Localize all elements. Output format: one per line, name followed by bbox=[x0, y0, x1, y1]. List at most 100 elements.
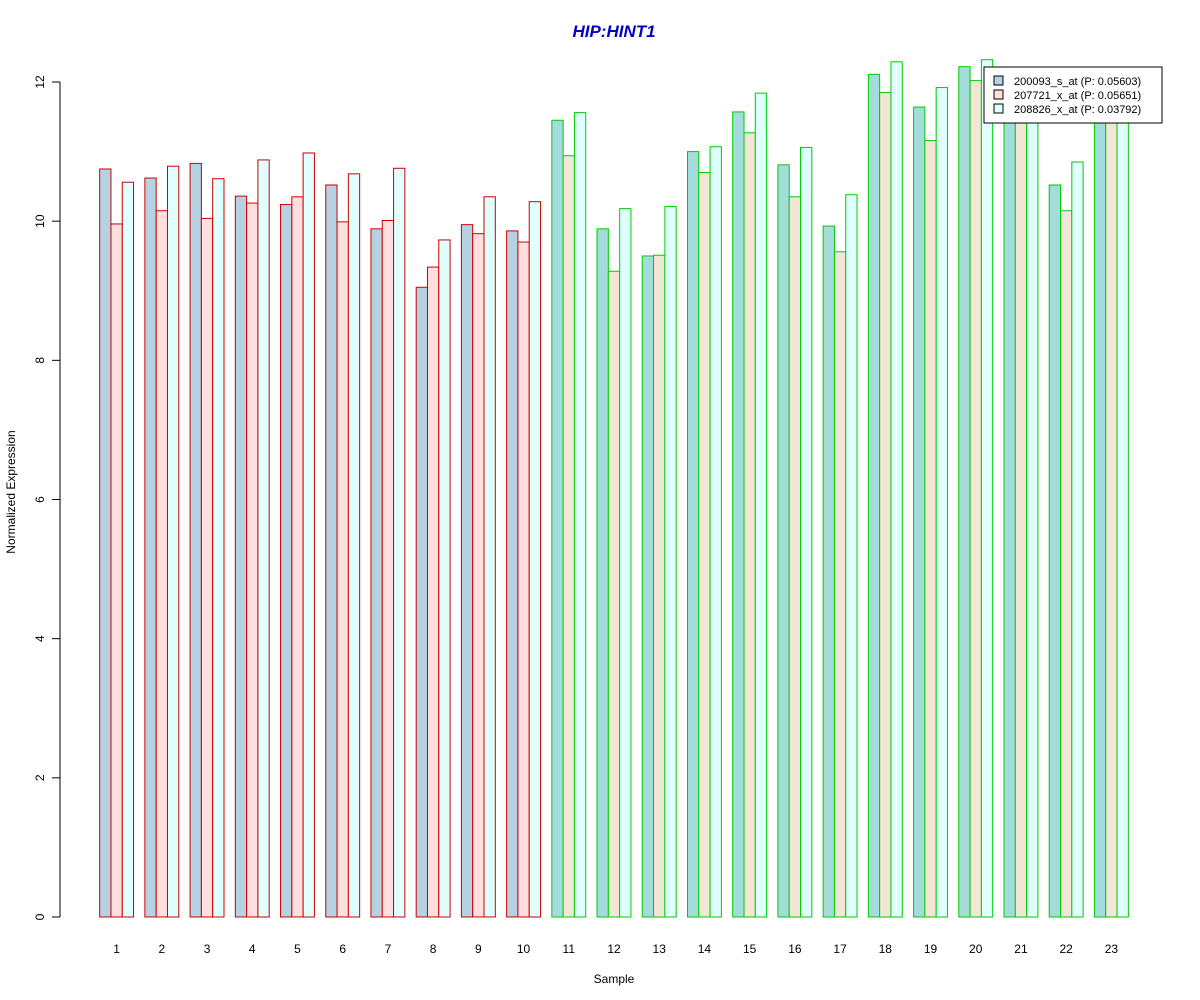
bar-sample-19-series-1 bbox=[913, 106, 926, 918]
bar-sample-16-series-3 bbox=[800, 146, 813, 918]
bar-sample-10-series-2 bbox=[517, 241, 530, 918]
bar-sample-11-series-1 bbox=[551, 119, 564, 918]
x-tick-labels: 1 2 3 4 5 6 7 8 9 10 11 12 13 14 15 16 17 18 19 20 21 22 23 bbox=[113, 942, 1118, 956]
bar-sample-11-series-2 bbox=[562, 155, 575, 918]
bar-sample-12-series-2 bbox=[607, 270, 621, 918]
bar-sample-22-series-1 bbox=[1048, 184, 1062, 918]
bar-sample-14-series-3 bbox=[709, 146, 722, 918]
bar-sample-7-series-2 bbox=[381, 219, 395, 918]
bar-sample-5-series-3 bbox=[302, 152, 315, 918]
y-tick-label: 0 bbox=[33, 913, 47, 920]
bar-sample-1-series-2 bbox=[110, 223, 123, 918]
x-tick-label: 2 bbox=[158, 942, 165, 956]
bar-sample-17-series-3 bbox=[845, 194, 858, 918]
bars bbox=[99, 59, 1129, 918]
bar-sample-2-series-1 bbox=[144, 177, 157, 918]
x-tick-label: 15 bbox=[743, 942, 757, 956]
bar-sample-6-series-2 bbox=[336, 221, 349, 918]
bar-sample-7-series-1 bbox=[370, 228, 383, 918]
bar-sample-23-series-1 bbox=[1093, 111, 1107, 918]
bar-sample-18-series-2 bbox=[879, 91, 892, 918]
y-axis-label: Normalized Expression bbox=[4, 430, 18, 553]
bar-sample-5-series-1 bbox=[280, 203, 293, 918]
bar-sample-1-series-3 bbox=[121, 181, 135, 918]
x-tick-label: 19 bbox=[924, 942, 938, 956]
bar-sample-20-series-3 bbox=[980, 59, 994, 918]
bar-sample-13-series-2 bbox=[653, 254, 666, 918]
x-tick-label: 7 bbox=[385, 942, 392, 956]
x-tick-label: 9 bbox=[475, 942, 482, 956]
bar-sample-15-series-3 bbox=[754, 92, 768, 918]
bar-sample-17-series-2 bbox=[833, 251, 847, 918]
y-axis: 0 2 4 6 8 10 12 bbox=[33, 75, 61, 920]
bar-sample-20-series-1 bbox=[958, 66, 971, 918]
bar-sample-13-series-1 bbox=[641, 255, 655, 918]
x-tick-label: 20 bbox=[969, 942, 983, 956]
bar-sample-12-series-3 bbox=[619, 208, 632, 918]
legend: 200093_s_at (P: 0.05603) 207721_x_at (P: … bbox=[983, 66, 1163, 124]
x-tick-label: 14 bbox=[698, 942, 712, 956]
bar-sample-17-series-1 bbox=[822, 225, 835, 918]
bar-sample-5-series-2 bbox=[291, 196, 304, 918]
legend-swatch bbox=[993, 89, 1004, 100]
bar-sample-14-series-1 bbox=[686, 151, 700, 918]
bar-sample-21-series-3 bbox=[1026, 93, 1039, 918]
bar-sample-21-series-2 bbox=[1014, 103, 1028, 918]
bar-sample-7-series-3 bbox=[393, 167, 406, 918]
bar-sample-4-series-1 bbox=[234, 195, 248, 918]
legend-entry: 207721_x_at (P: 0.05651) bbox=[1014, 90, 1141, 102]
bar-sample-23-series-3 bbox=[1116, 86, 1129, 918]
bar-sample-22-series-3 bbox=[1071, 161, 1084, 918]
bar-sample-4-series-3 bbox=[257, 159, 270, 918]
legend-swatch bbox=[993, 103, 1004, 114]
bar-sample-2-series-3 bbox=[166, 165, 180, 918]
bar-sample-23-series-2 bbox=[1105, 102, 1118, 918]
bar-sample-20-series-2 bbox=[969, 80, 982, 918]
bar-sample-10-series-3 bbox=[528, 201, 542, 918]
bar-sample-8-series-1 bbox=[415, 286, 428, 918]
y-tick-label: 6 bbox=[33, 496, 47, 503]
bar-sample-9-series-2 bbox=[472, 233, 485, 918]
bar-sample-16-series-1 bbox=[777, 164, 790, 918]
bar-sample-14-series-2 bbox=[698, 171, 711, 918]
chart-title: HIP:HINT1 bbox=[572, 22, 655, 41]
legend-swatch bbox=[993, 75, 1004, 86]
bar-sample-8-series-3 bbox=[438, 239, 451, 918]
x-tick-label: 5 bbox=[294, 942, 301, 956]
x-tick-label: 4 bbox=[249, 942, 256, 956]
x-tick-label: 22 bbox=[1059, 942, 1073, 956]
bar-sample-3-series-3 bbox=[212, 178, 225, 918]
x-axis-label: Sample bbox=[594, 972, 635, 986]
x-tick-label: 11 bbox=[563, 942, 576, 956]
bar-sample-15-series-1 bbox=[732, 111, 745, 918]
x-tick-label: 12 bbox=[607, 942, 621, 956]
x-tick-label: 18 bbox=[879, 942, 893, 956]
bar-sample-2-series-2 bbox=[155, 210, 168, 918]
x-tick-label: 21 bbox=[1014, 942, 1028, 956]
bar-sample-16-series-2 bbox=[788, 196, 802, 918]
bar-sample-3-series-2 bbox=[200, 217, 214, 918]
bar-sample-22-series-2 bbox=[1060, 210, 1073, 918]
bar-sample-9-series-3 bbox=[483, 196, 496, 918]
bar-sample-21-series-1 bbox=[1003, 101, 1016, 918]
x-tick-label: 13 bbox=[653, 942, 667, 956]
x-tick-label: 8 bbox=[430, 942, 437, 956]
legend-entry: 200093_s_at (P: 0.05603) bbox=[1014, 76, 1141, 88]
y-tick-label: 10 bbox=[33, 214, 47, 228]
x-tick-label: 17 bbox=[833, 942, 847, 956]
x-tick-label: 1 bbox=[113, 942, 120, 956]
legend-entry: 208826_x_at (P: 0.03792) bbox=[1014, 104, 1141, 116]
x-tick-label: 10 bbox=[517, 942, 531, 956]
y-tick-label: 4 bbox=[33, 635, 47, 642]
bar-sample-19-series-2 bbox=[924, 139, 937, 918]
legend-box bbox=[983, 66, 1163, 124]
bar-sample-9-series-1 bbox=[460, 224, 474, 918]
bar-sample-8-series-2 bbox=[426, 266, 440, 918]
bar-sample-12-series-1 bbox=[596, 228, 609, 918]
y-tick-label: 2 bbox=[33, 774, 47, 781]
bar-sample-18-series-3 bbox=[890, 61, 903, 918]
bar-sample-3-series-1 bbox=[189, 162, 202, 918]
bar-sample-4-series-2 bbox=[246, 202, 259, 918]
y-tick-label: 8 bbox=[33, 357, 47, 364]
